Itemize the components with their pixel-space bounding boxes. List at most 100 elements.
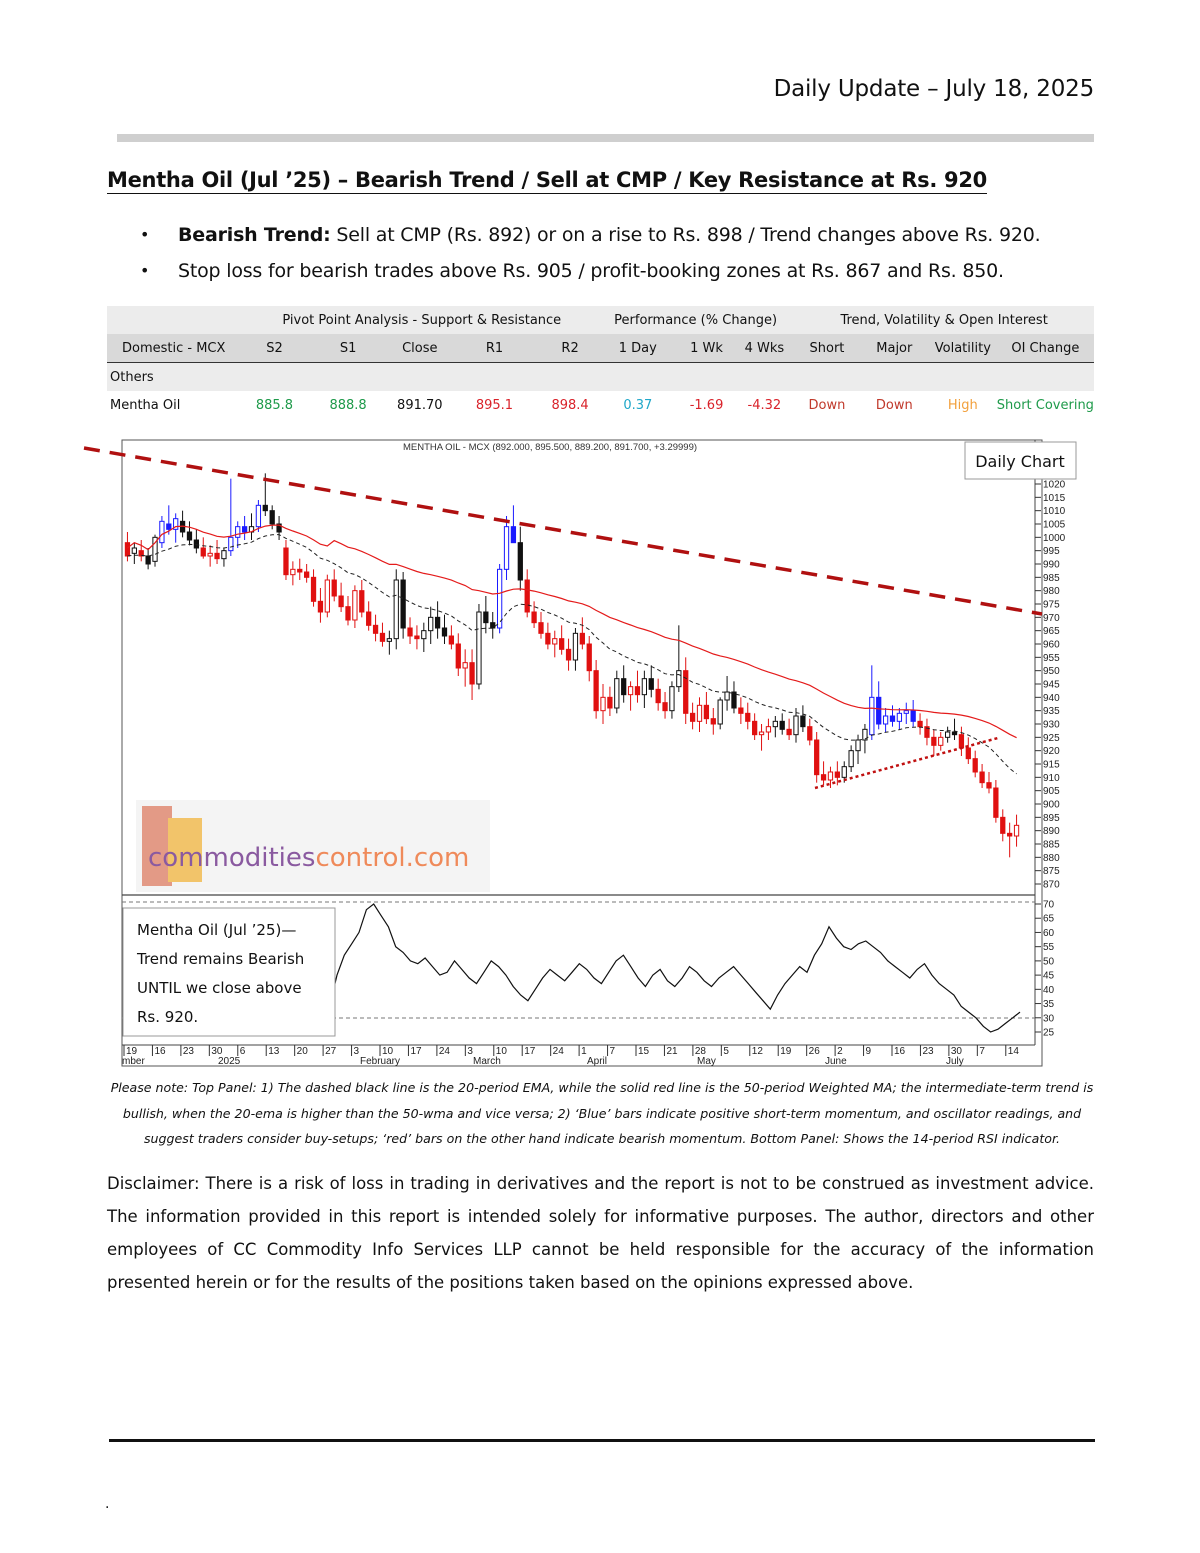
table-group-pivot: Pivot Point Analysis - Support & Resista…: [246, 306, 597, 334]
price-tick-label: 930: [1043, 720, 1060, 731]
rsi-note-line: UNTIL we close above: [137, 979, 302, 997]
candle-body: [689, 712, 696, 722]
candle-body: [152, 536, 158, 562]
candle-body: [648, 678, 654, 690]
candle-body: [345, 606, 351, 621]
candle-body: [814, 739, 820, 776]
price-tick-label: 940: [1043, 693, 1060, 704]
recommendation-text: Sell at CMP (Rs. 892) or on a rise to Rs…: [330, 224, 1041, 246]
candle-body: [951, 731, 958, 736]
column-header: Major: [859, 334, 929, 363]
candle-body: [372, 624, 379, 634]
candle-body: [138, 550, 144, 557]
badge-box: [964, 441, 1077, 480]
month-label: July: [946, 1056, 964, 1067]
rsi-tick-label: 55: [1043, 942, 1055, 953]
candle-body: [531, 611, 537, 624]
candle-body: [379, 632, 386, 642]
rsi-tick-label: 35: [1043, 999, 1055, 1010]
table-cell: 898.4: [551, 397, 589, 413]
candle-body: [193, 539, 200, 549]
candle-layer: [124, 473, 1020, 858]
candle-body: [724, 691, 730, 701]
price-tick-label: 985: [1043, 573, 1060, 584]
watermark-bar-left: [142, 806, 172, 886]
price-tick-label: 875: [1043, 866, 1060, 877]
candle-body: [855, 739, 861, 752]
report-title: Mentha Oil (Jul ’25) – Bearish Trend / S…: [107, 168, 987, 194]
price-tick-label: 975: [1043, 600, 1060, 611]
column-header: Short: [794, 334, 860, 363]
date-tick-label: 16: [154, 1046, 166, 1057]
rsi-note: Mentha Oil (Jul ’25)— Trend remains Bear…: [122, 907, 336, 1037]
candle-body: [317, 600, 324, 613]
table-group-empty: [107, 306, 247, 334]
table-cell: -1.69: [689, 397, 724, 413]
candle-body: [228, 536, 234, 552]
table-header-row: Domestic - MCX S2 S1 Close R1 R2 1 Day 1…: [107, 334, 1094, 363]
table-group-trend: Trend, Volatility & Open Interest: [794, 306, 1094, 334]
candle-body: [979, 771, 985, 784]
price-tick-label: 965: [1043, 626, 1060, 637]
rsi-note-box: [122, 907, 336, 1037]
date-tick-label: 20: [297, 1046, 309, 1057]
candle-body: [820, 774, 827, 781]
month-label: March: [473, 1056, 501, 1067]
date-tick-label: 5: [723, 1046, 729, 1057]
column-header: OI Change: [996, 334, 1094, 363]
watermark-text-part: commodities: [148, 843, 315, 873]
price-tick-label: 960: [1043, 640, 1060, 651]
chart-header-text: MENTHA OIL - MCX (892.000, 895.500, 889.…: [403, 442, 697, 453]
resistance-trendline: [83, 446, 1043, 616]
price-chart: MENTHA OIL - MCX (892.000, 895.500, 889.…: [83, 439, 1077, 1067]
candle-body: [703, 704, 710, 720]
candle-body: [931, 736, 937, 746]
candle-body: [958, 734, 965, 749]
candle-body: [965, 747, 971, 760]
table-cell: -4.32: [747, 397, 782, 413]
candle-body: [731, 691, 737, 709]
date-tick-label: 21: [666, 1046, 678, 1057]
rsi-tick-label: 50: [1043, 956, 1055, 967]
candle-body: [414, 635, 420, 640]
month-label: May: [697, 1056, 716, 1067]
date-tick-label: 30: [951, 1046, 963, 1057]
date-tick-label: 17: [524, 1046, 536, 1057]
month-label: 2025: [218, 1056, 241, 1067]
rsi-tick-label: 60: [1043, 928, 1055, 939]
candle-body: [166, 523, 172, 530]
watermark: commoditiescontrol.com: [136, 800, 490, 892]
candle-body: [241, 526, 248, 533]
candle-body: [490, 622, 496, 629]
date-tick-label: 23: [922, 1046, 934, 1057]
date-tick-label: 24: [553, 1046, 565, 1057]
ema20-line: [127, 534, 1017, 775]
column-header: 1 Wk: [678, 334, 735, 363]
candle-body: [559, 638, 565, 650]
date-tick-label: 12: [752, 1046, 764, 1057]
candle-body: [483, 611, 489, 624]
candle-body: [745, 712, 751, 722]
candle-body: [607, 696, 613, 709]
candle-body: [393, 579, 399, 640]
candle-body: [124, 542, 131, 557]
candle-body: [621, 678, 627, 696]
candle-body: [476, 611, 482, 685]
month-label: February: [360, 1056, 400, 1067]
table-cell: Mentha Oil: [110, 397, 181, 413]
price-tick-label: 900: [1043, 800, 1060, 811]
date-tick-label: 24: [439, 1046, 451, 1057]
column-header: Domestic - MCX: [107, 334, 247, 363]
date-tick-label: 9: [866, 1046, 872, 1057]
candle-body: [565, 648, 572, 661]
candle-body: [552, 638, 558, 645]
candle-body: [896, 712, 903, 722]
rsi-tick-label: 45: [1043, 971, 1055, 982]
rsi-tick-label: 70: [1043, 900, 1055, 911]
candle-body: [869, 696, 875, 736]
candle-body: [662, 702, 668, 712]
candle-body: [938, 736, 944, 746]
candle-body: [400, 579, 406, 629]
candle-body: [841, 766, 847, 778]
price-tick-label: 955: [1043, 653, 1060, 664]
